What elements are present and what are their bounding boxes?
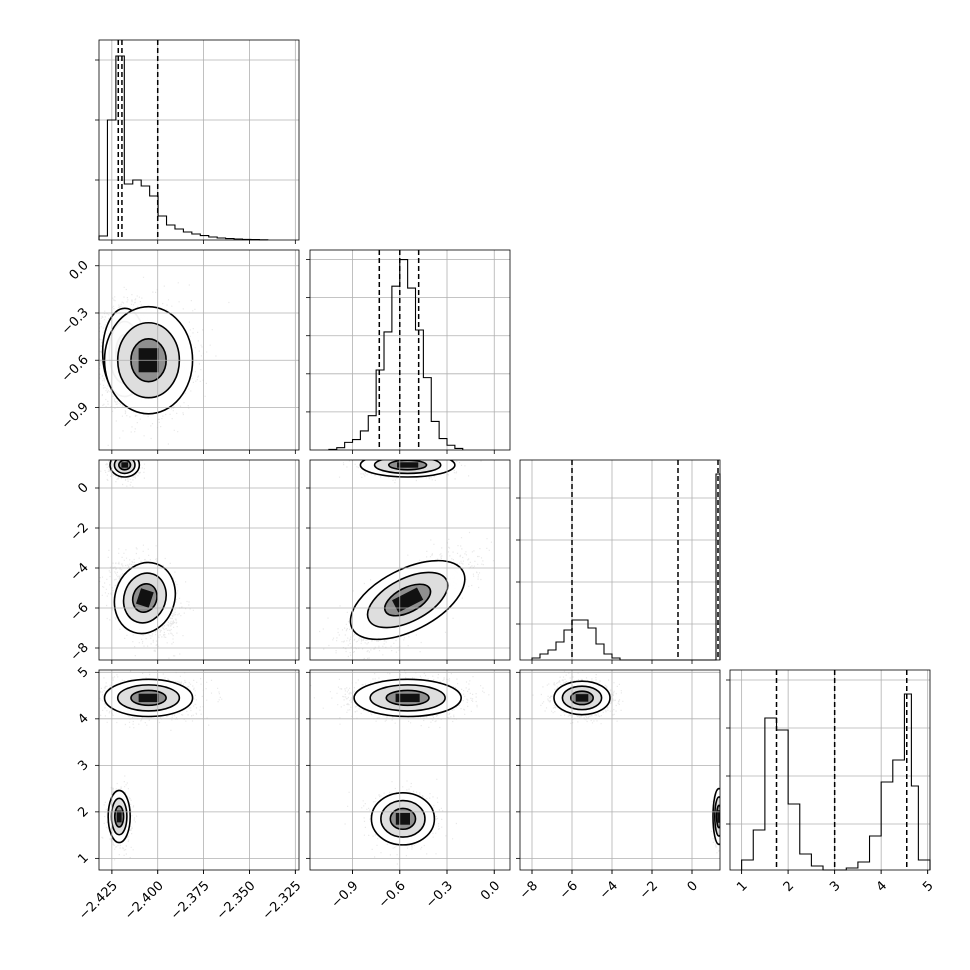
x-tick-label-p2: 0.0 (478, 878, 503, 903)
y-tick-label-p2: −0.6 (59, 352, 92, 385)
x-tick-label-p1: −2.350 (214, 878, 259, 923)
hist-panel-p1 (95, 39, 300, 241)
y-tick-label-p3: −6 (68, 600, 92, 624)
x-tick-label-p4: 4 (874, 878, 890, 894)
x-tick-label-p4: 3 (827, 878, 843, 894)
y-tick-label-p4: 4 (75, 711, 91, 727)
scatter-panel-p2-p4 (309, 669, 511, 871)
x-tick-label-p3: 0 (685, 878, 701, 894)
x-tick-label-p2: −0.9 (329, 878, 362, 911)
panel-frame (309, 459, 511, 661)
panel-frame (519, 459, 721, 661)
density-core (138, 693, 159, 703)
y-tick-label-p2: −0.9 (59, 400, 92, 433)
x-tick-label-p1: −2.400 (122, 878, 167, 923)
panel-frame (98, 669, 300, 871)
hist-panel-p3 (516, 459, 721, 661)
x-tick-label-p4: 5 (920, 878, 936, 894)
y-tick-label-p4: 1 (75, 851, 91, 867)
x-tick-label-p1: −2.325 (260, 878, 305, 923)
x-tick-label-p3: −2 (637, 878, 661, 902)
x-tick-label-p4: 1 (734, 878, 750, 894)
histogram-p1 (98, 55, 269, 241)
scatter-panel-p1-p2 (98, 249, 300, 451)
density-core (575, 694, 589, 702)
density-core (135, 588, 154, 608)
panel-frame (309, 249, 511, 451)
x-tick-label-p4: 2 (781, 878, 797, 894)
x-tick-label-p3: −8 (517, 878, 541, 902)
y-tick-label-p4: 3 (75, 758, 91, 774)
x-tick-label-p1: −2.425 (76, 878, 121, 923)
panel-frame (309, 669, 511, 871)
panel-frame (519, 669, 721, 871)
panel-frame (98, 249, 300, 451)
x-tick-label-p2: −0.3 (423, 878, 456, 911)
y-tick-label-p3: 0 (75, 480, 91, 496)
x-tick-label-p2: −0.6 (376, 878, 409, 911)
panel-frame (729, 669, 931, 871)
hist-panel-p4 (726, 669, 931, 871)
y-tick-label-p3: −8 (68, 640, 92, 664)
x-tick-label-p3: −4 (597, 878, 621, 902)
hist-panel-p2 (306, 249, 511, 451)
y-tick-label-p4: 5 (75, 665, 91, 681)
y-tick-label-p2: −0.3 (59, 305, 92, 338)
density-core (717, 810, 720, 823)
panel-frame (98, 39, 300, 241)
density-core (116, 810, 122, 823)
scatter-points (532, 670, 720, 854)
histogram-p4 (741, 693, 931, 871)
x-tick-label-p1: −2.375 (168, 878, 213, 923)
x-tick-label-p3: −6 (557, 878, 581, 902)
density-core (121, 462, 128, 468)
density-core (397, 462, 419, 468)
y-tick-label-p3: −4 (68, 560, 92, 584)
density-core (395, 693, 420, 703)
y-tick-label-p4: 2 (75, 804, 91, 820)
scatter-panel-p3-p4 (519, 669, 721, 871)
scatter-panel-p1-p3 (98, 459, 300, 661)
density-core (395, 812, 410, 825)
scatter-panel-p1-p4 (98, 669, 300, 871)
y-tick-label-p3: −2 (68, 520, 92, 544)
y-tick-label-p2: 0.0 (67, 258, 92, 283)
scatter-panel-p2-p3 (309, 459, 511, 661)
histogram-p2 (328, 258, 464, 450)
panel-frame (98, 459, 300, 661)
